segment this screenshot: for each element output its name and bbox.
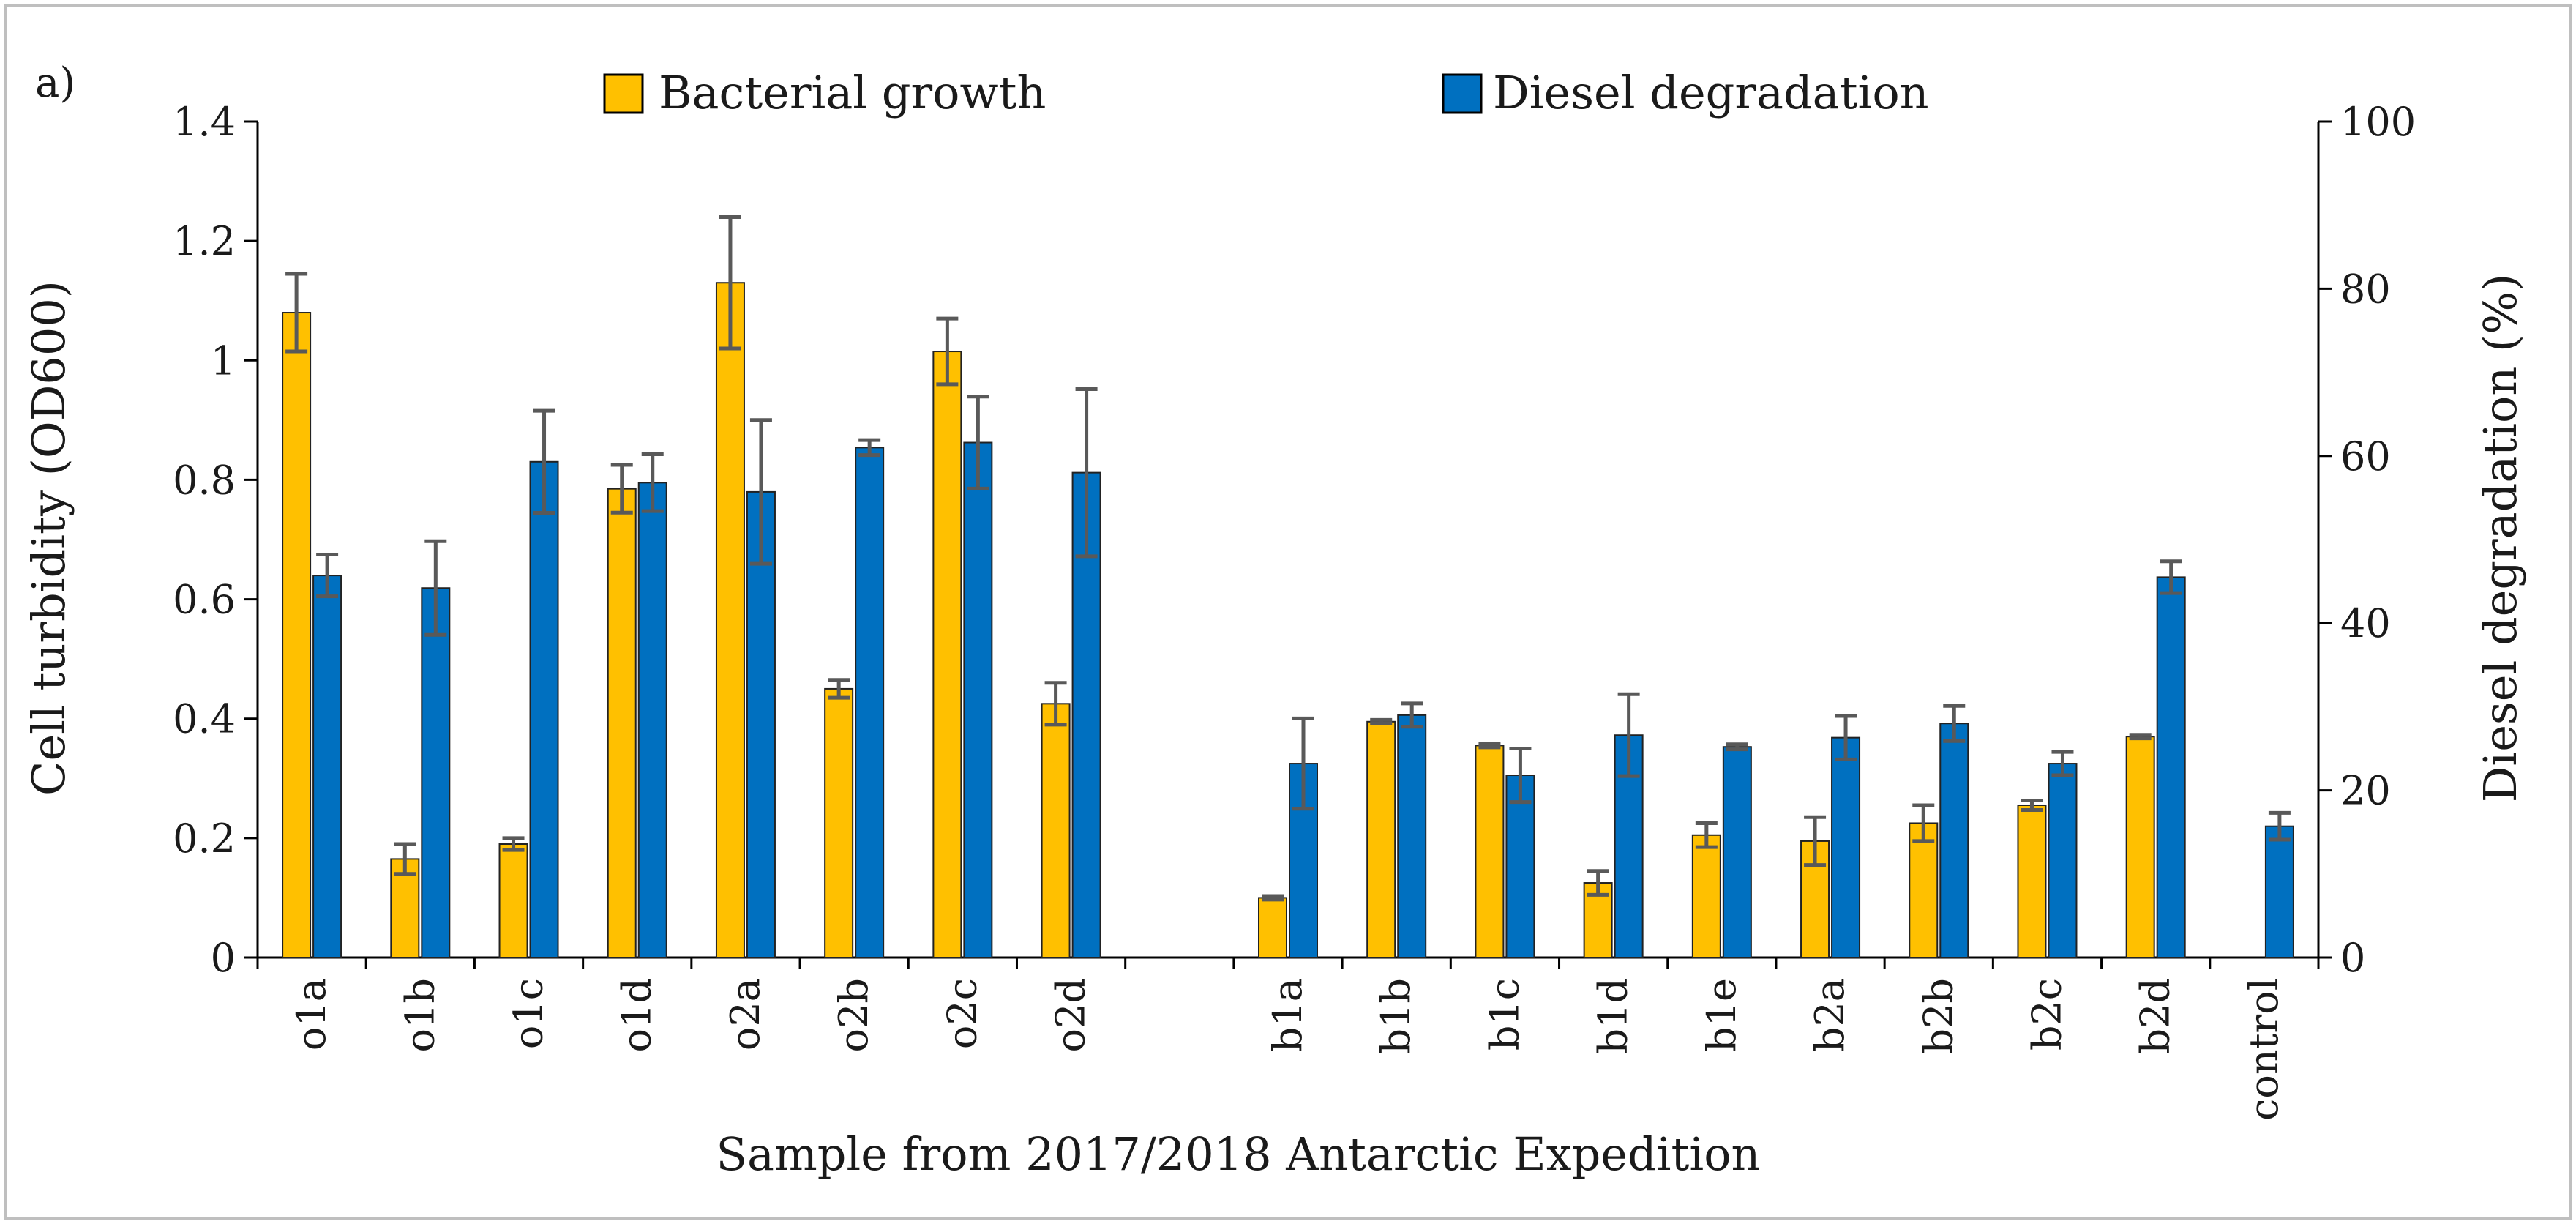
bar-diesel-degradation	[2264, 825, 2294, 959]
x-tick-label: b1b	[1373, 978, 1419, 1054]
left-tick-label: 1	[211, 337, 236, 384]
x-tick-label: o2d	[1048, 978, 1094, 1052]
x-tick-label: o1a	[288, 978, 334, 1051]
bar-bacterial-growth	[715, 282, 745, 958]
bar-bacterial-growth	[1366, 720, 1396, 958]
bar-bacterial-growth	[2125, 736, 2155, 959]
x-tick-label: b2d	[2133, 978, 2179, 1054]
legend-swatch-diesel-degradation	[1442, 73, 1483, 114]
x-tick-label: b1e	[1699, 978, 1745, 1052]
x-tick-label: o1b	[397, 978, 443, 1052]
y2-axis-title: Diesel degradation (%)	[2474, 274, 2527, 803]
x-tick-label: b2c	[2023, 978, 2070, 1051]
right-tick-label: 100	[2340, 99, 2416, 145]
bar-bacterial-growth	[1041, 703, 1071, 958]
left-tick-label: 0.6	[173, 577, 236, 623]
right-tick-label: 60	[2340, 433, 2391, 479]
bar-diesel-degradation	[2048, 763, 2078, 959]
left-tick-label: 1.2	[173, 218, 236, 264]
bar-diesel-degradation	[1939, 723, 1969, 958]
left-tick-label: 1.4	[173, 99, 236, 145]
bar-diesel-degradation	[312, 575, 342, 958]
x-tick-label: b1a	[1265, 978, 1311, 1052]
bar-diesel-degradation	[1722, 746, 1752, 958]
right-tick-label: 0	[2340, 935, 2365, 981]
bar-bacterial-growth	[932, 351, 962, 958]
bar-diesel-degradation	[637, 482, 667, 958]
left-tick-label: 0	[211, 935, 236, 981]
bar-diesel-degradation	[1831, 736, 1861, 958]
right-y-axis: 0 20 40 60 80 100	[2317, 99, 2416, 981]
legend-label-diesel-degradation: Diesel degradation	[1493, 66, 1929, 119]
bar-diesel-degradation	[421, 587, 451, 959]
bar-bacterial-growth	[607, 488, 637, 958]
error-bars	[285, 215, 2291, 902]
x-tick-label: control	[2241, 978, 2287, 1121]
bar-bacterial-growth	[824, 687, 854, 959]
bar-diesel-degradation	[529, 460, 559, 958]
x-tick-label: o1d	[614, 978, 660, 1052]
x-tick-label: o2b	[831, 978, 877, 1052]
panel-label: a)	[35, 59, 75, 107]
x-tick-label: o2c	[939, 978, 985, 1049]
bar-bacterial-growth	[1691, 834, 1721, 958]
left-tick-label: 0.2	[173, 816, 236, 862]
x-tick-label: b2b	[1915, 978, 1961, 1054]
bar-diesel-degradation	[963, 441, 993, 958]
x-tick-label: o1c	[506, 978, 552, 1049]
x-axis: o1a o1b o1c o1d o2a o2b o2c o2d b1a b1b b1c b1d b1e b…	[256, 956, 2320, 1121]
bar-diesel-degradation	[2156, 576, 2186, 958]
x-tick-label: b2a	[1807, 978, 1853, 1052]
bar-bacterial-growth	[498, 843, 528, 958]
bar-bacterial-growth	[1475, 745, 1505, 959]
bar-diesel-degradation	[1397, 714, 1427, 958]
bar-bacterial-growth	[1258, 897, 1287, 959]
x-tick-label: o2a	[722, 978, 768, 1051]
right-tick-label: 20	[2340, 768, 2391, 814]
y-axis-title: Cell turbidity (OD600)	[22, 280, 75, 796]
x-tick-label: b1c	[1481, 978, 1527, 1051]
left-tick-label: 0.4	[173, 696, 236, 742]
legend: Bacterial growth Diesel degradation	[603, 66, 1929, 119]
left-y-axis: 0 0.2 0.4 0.6 0.8 1 1.2 1.4	[173, 99, 259, 981]
x-axis-title: Sample from 2017/2018 Antarctic Expediti…	[716, 1127, 1761, 1181]
legend-label-bacterial-growth: Bacterial growth	[659, 66, 1046, 119]
left-tick-label: 0.8	[173, 457, 236, 503]
bar-diesel-degradation	[855, 447, 885, 958]
bar-bacterial-growth	[1909, 822, 1939, 958]
right-tick-label: 80	[2340, 266, 2391, 312]
bar-series	[282, 282, 2294, 959]
legend-swatch-bacterial-growth	[603, 73, 644, 114]
bar-bacterial-growth	[2017, 804, 2047, 958]
x-tick-label: b1d	[1590, 978, 1636, 1054]
bar-bacterial-growth	[282, 312, 312, 958]
right-tick-label: 40	[2340, 600, 2391, 646]
